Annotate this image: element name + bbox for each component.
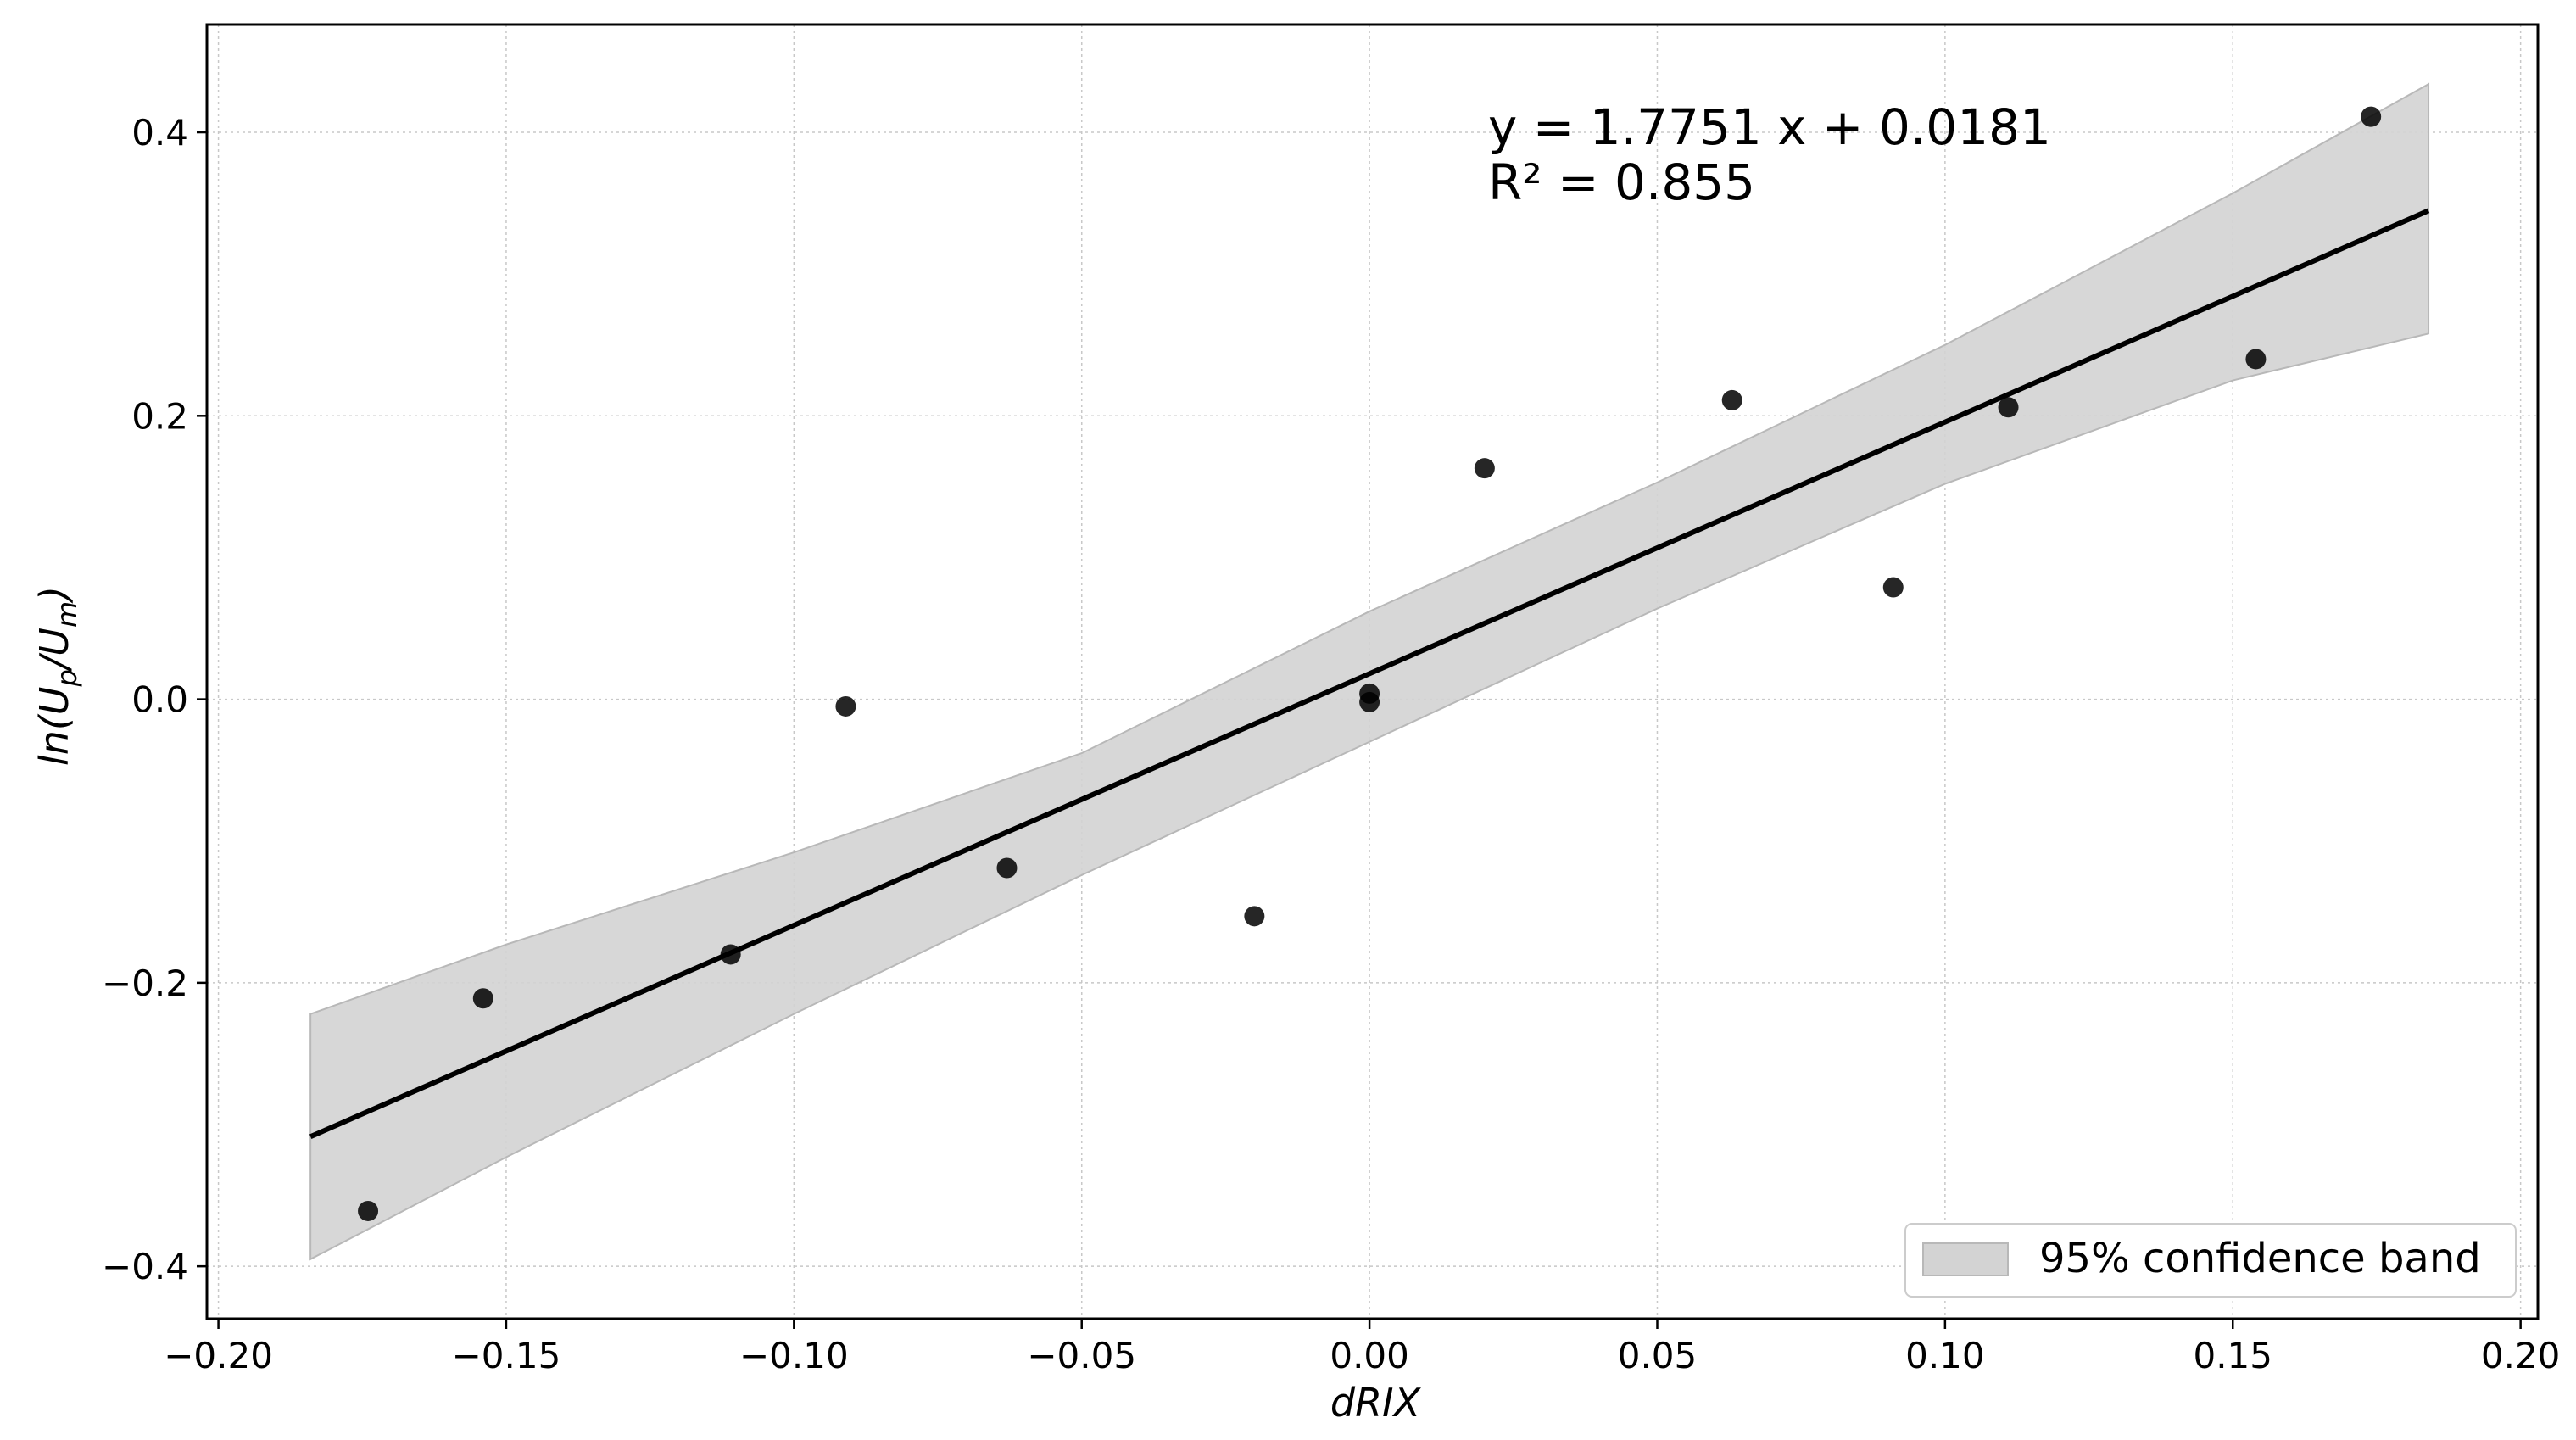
y-axis-label-u2: U [31,628,77,656]
plot-frame [205,23,2540,1320]
data-point-8 [1474,458,1495,479]
y-tick-label-1: −0.2 [102,963,188,1004]
y-tick-label-4: 0.4 [131,112,188,153]
r-squared-annotation: R² = 0.855 [1488,153,1755,211]
x-tick-label-2: −0.10 [739,1335,849,1376]
x-axis-label: dRIX [1330,1380,1422,1426]
x-tick-label-1: −0.15 [452,1335,561,1376]
legend-label: 95% confidence band [2039,1235,2481,1282]
data-point-11 [1998,397,2019,418]
data-point-5 [1244,906,1265,927]
y-axis-label: ln(Up/Um) [31,586,83,766]
data-point-1 [472,988,493,1009]
legend-swatch [1922,1242,2009,1276]
data-points [358,106,2382,1221]
x-tick-label-8: 0.20 [2481,1335,2561,1376]
data-point-3 [835,695,856,717]
y-axis-ticks: −0.4 −0.2 0.0 0.2 0.4 [102,112,207,1287]
y-tick-label-0: −0.4 [102,1246,188,1287]
data-point-12 [2245,349,2267,370]
data-point-13 [2361,106,2382,127]
y-axis-label-u1: U [31,687,77,716]
x-tick-label-5: 0.05 [1618,1335,1698,1376]
data-point-0 [358,1200,379,1221]
y-tick-label-3: 0.2 [131,395,188,437]
x-tick-label-6: 0.10 [1905,1335,1985,1376]
legend: 95% confidence band [1904,1223,2517,1298]
y-axis-label-sub2: m [51,601,83,628]
legend-box [1904,1223,2517,1298]
y-axis-label-sub1: p [51,669,83,687]
x-tick-label-4: 0.00 [1330,1335,1409,1376]
equation-annotation: y = 1.7751 x + 0.0181 [1488,98,2051,156]
x-axis-ticks: −0.20 −0.15 −0.10 −0.05 0.00 0.05 0.10 0.15 0.20 [164,1319,2560,1376]
data-point-9 [1721,389,1742,410]
y-axis-label-ln: ln( [31,713,77,766]
data-point-4 [996,857,1018,879]
y-axis-label-close: ) [31,586,77,604]
y-tick-label-2: 0.0 [131,679,188,721]
data-point-10 [1882,577,1904,598]
x-tick-label-7: 0.15 [2193,1335,2272,1376]
x-tick-label-3: −0.05 [1027,1335,1136,1376]
fit-line [309,208,2430,1140]
data-point-7 [1359,691,1380,712]
data-point-2 [720,944,741,965]
x-tick-label-0: −0.20 [164,1335,273,1376]
